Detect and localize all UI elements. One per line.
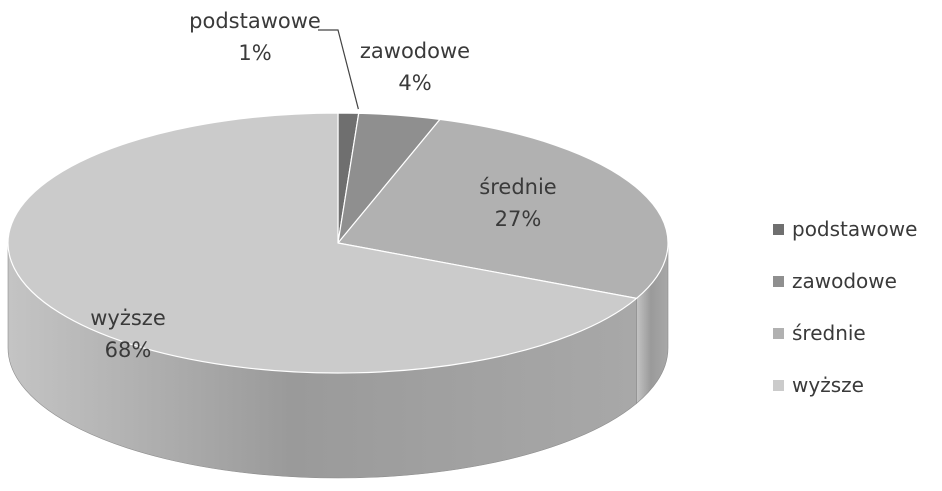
legend-label-podstawowe: podstawowe [792,217,917,241]
legend-swatch-podstawowe [773,224,784,235]
slice-labels: podstawowe 1% zawodowe 4% średnie 27% wyższe 68… [90,9,556,362]
legend-swatch-srednie [773,328,784,339]
slice-wyzsze [7,112,638,374]
slice-value-zawodowe: 4% [398,71,431,95]
slice-label-srednie: średnie [479,175,556,199]
legend-swatch-wyzsze [773,380,784,391]
slice-value-srednie: 27% [495,207,542,231]
legend: podstawowe zawodowe średnie wyższe [773,217,917,397]
slice-value-wyzsze: 68% [105,338,152,362]
legend-label-wyzsze: wyższe [792,373,864,397]
slice-value-podstawowe: 1% [238,41,271,65]
slice-label-zawodowe: zawodowe [360,39,470,63]
pie-slices [7,112,669,374]
slice-label-podstawowe: podstawowe [189,9,321,33]
leader-lines [318,29,359,110]
slice-label-wyzsze: wyższe [90,306,166,330]
legend-label-srednie: średnie [792,321,866,345]
leader-line-podstawowe [318,29,359,110]
slice-srednie [337,118,669,299]
legend-label-zawodowe: zawodowe [792,269,897,293]
legend-swatch-zawodowe [773,276,784,287]
